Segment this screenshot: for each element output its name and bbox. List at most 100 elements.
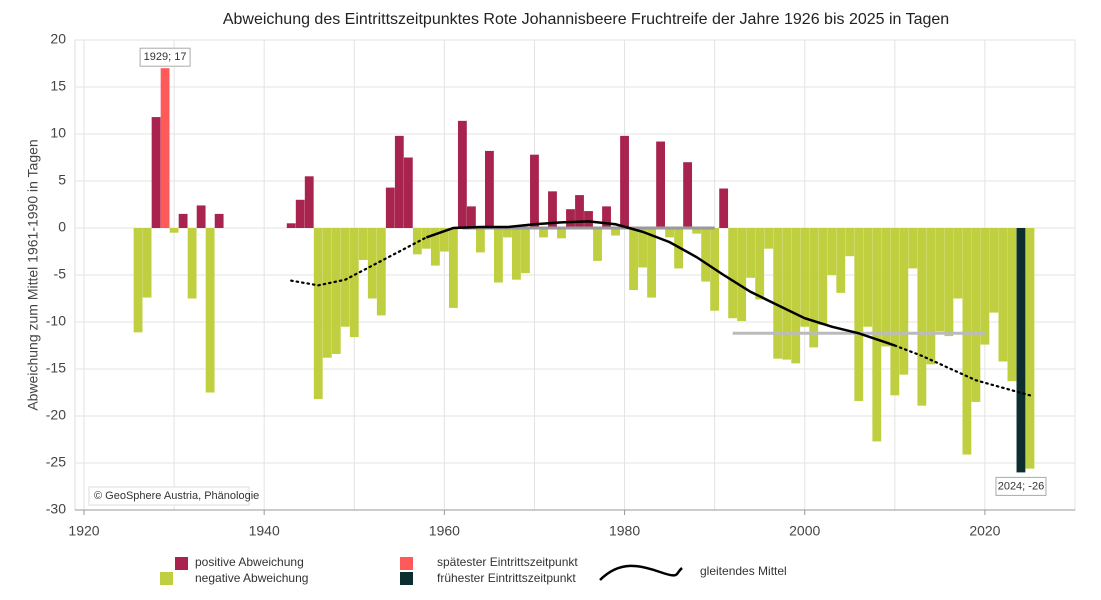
bar: [349, 228, 359, 338]
bar: [791, 228, 801, 364]
y-tick-label: -30: [46, 501, 66, 517]
bar: [926, 228, 936, 365]
bar: [439, 228, 449, 252]
legend-label: positive Abweichung: [195, 555, 304, 569]
moving-average: [290, 236, 428, 287]
y-tick-label: 15: [50, 78, 66, 94]
bar: [998, 228, 1008, 362]
value-label: 2024; -26: [998, 480, 1044, 492]
bar: [836, 228, 846, 293]
bar: [827, 228, 837, 275]
legend-swatch: [400, 572, 413, 585]
moving-average: [893, 344, 1032, 397]
bar: [809, 228, 819, 348]
legend-swatch: [160, 572, 173, 585]
bar: [611, 228, 620, 236]
bar: [746, 228, 756, 278]
bar: [845, 228, 855, 257]
bar: [394, 135, 404, 228]
bar: [142, 228, 152, 298]
legend-label: spätester Eintrittszeitpunkt: [437, 555, 578, 569]
bar: [953, 228, 963, 299]
y-tick-label: 5: [58, 172, 66, 188]
y-tick-label: 10: [50, 125, 66, 141]
bar: [728, 228, 738, 319]
bar: [737, 228, 747, 322]
bar: [521, 228, 530, 274]
bar: [187, 228, 197, 299]
bar: [890, 228, 900, 396]
bar: [665, 228, 675, 238]
legend-label: frühester Eintrittszeitpunkt: [437, 571, 576, 585]
credit: © GeoSphere Austria, Phänologie: [94, 490, 259, 502]
bar: [593, 228, 602, 261]
bar: [620, 135, 629, 228]
bar: [692, 228, 702, 234]
bar: [989, 228, 999, 313]
bar: [764, 228, 774, 249]
bar: [962, 228, 972, 455]
bar: [133, 228, 143, 333]
bar: [313, 228, 323, 400]
bar: [602, 206, 611, 228]
bar: [205, 228, 215, 393]
bar: [403, 157, 413, 228]
bar: [512, 228, 521, 280]
bar: [629, 228, 638, 291]
bar: [196, 205, 206, 228]
bar: [548, 191, 557, 228]
bar: [557, 228, 566, 239]
y-tick-label: -20: [46, 407, 66, 423]
bar: [584, 211, 593, 228]
x-tick-label: 2020: [969, 523, 1000, 539]
y-tick-label: -15: [46, 360, 66, 376]
bar: [638, 228, 647, 268]
x-tick-label: 2000: [789, 523, 820, 539]
bar: [908, 228, 918, 269]
x-tick-label: 1960: [429, 523, 460, 539]
bar: [376, 228, 386, 316]
value-label: 1929; 17: [144, 51, 187, 63]
moving-average: [425, 220, 896, 347]
bar: [457, 120, 467, 228]
bar: [151, 117, 161, 228]
bar: [430, 228, 440, 266]
bar: [773, 228, 783, 359]
bar: [980, 228, 990, 345]
bar: [683, 162, 693, 228]
bar: [881, 228, 891, 347]
bar: [169, 228, 179, 233]
bar: [647, 228, 656, 298]
bar: [899, 228, 909, 375]
legend-label: negative Abweichung: [195, 571, 308, 585]
bar: [304, 176, 314, 228]
bar: [530, 154, 539, 228]
bar: [575, 195, 584, 228]
bar: [385, 187, 395, 228]
y-tick-label: -10: [46, 313, 66, 329]
bar: [322, 228, 332, 358]
bar: [800, 228, 810, 327]
x-tick-label: 1920: [68, 523, 99, 539]
bar: [160, 68, 170, 228]
bar: [566, 209, 575, 228]
bar: [421, 228, 431, 249]
value-label-box: [139, 47, 191, 67]
bar: [448, 228, 458, 308]
chart-title: Abweichung des Eintrittszeitpunktes Rote…: [223, 11, 949, 28]
bar: [466, 206, 476, 228]
bar: [971, 228, 981, 402]
legend-line: [599, 564, 683, 581]
bar: [340, 228, 350, 327]
x-tick-label: 1940: [249, 523, 280, 539]
bar: [475, 228, 485, 253]
x-tick-label: 1980: [609, 523, 640, 539]
y-axis-label: Abweichung zum Mittel 1961-1990 in Tagen: [25, 139, 41, 410]
bar: [854, 228, 864, 401]
y-tick-label: 20: [50, 31, 66, 47]
bar: [1025, 228, 1035, 469]
bar: [935, 228, 945, 332]
y-tick-label: -25: [46, 454, 66, 470]
bar: [286, 223, 296, 228]
bar: [818, 228, 828, 325]
